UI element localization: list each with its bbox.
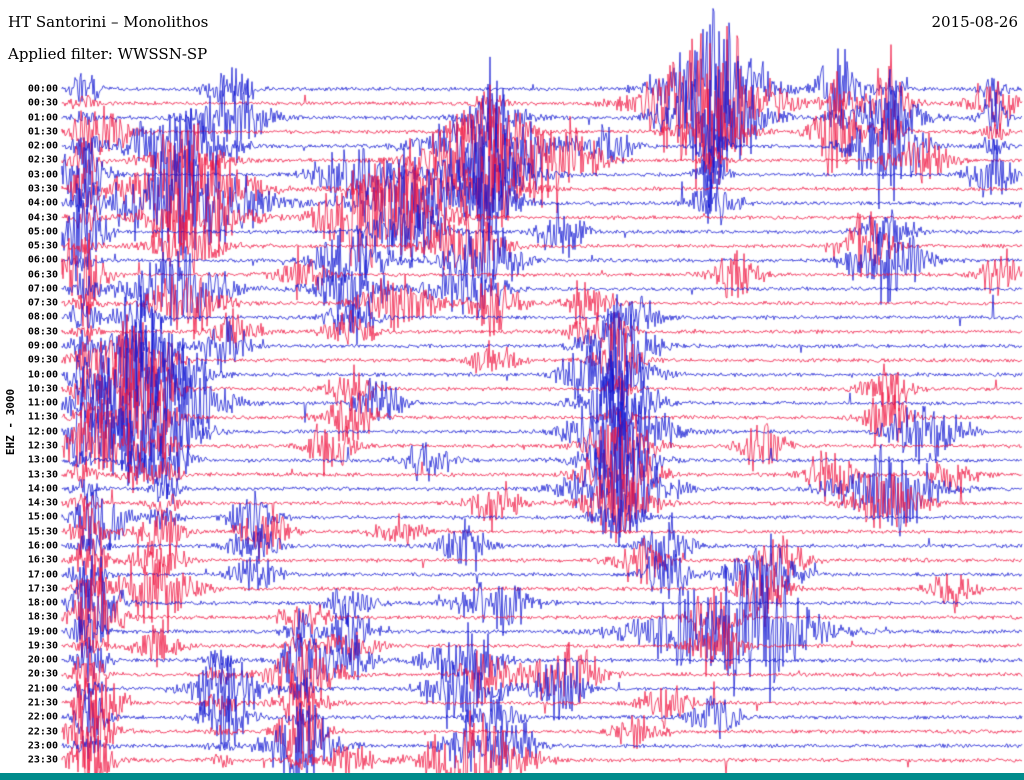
- date-label: 2015-08-26: [931, 13, 1018, 31]
- filter-label: Applied filter: WWSSN-SP: [8, 45, 208, 63]
- channel-scale-label: EHZ - 3000: [4, 388, 17, 456]
- footer-strip: [0, 773, 1024, 780]
- station-title: HT Santorini – Monolithos: [8, 13, 209, 31]
